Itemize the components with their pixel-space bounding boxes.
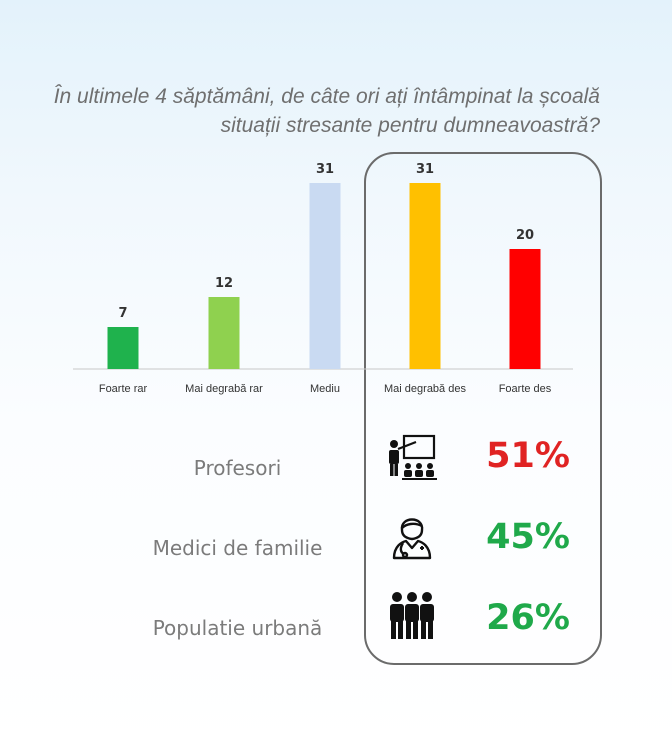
bar-mai-degraba-des [409,183,441,369]
bar-mediu [309,183,341,369]
stat-label-populatie-urbana: Populatie urbană [152,616,323,640]
data-label-foarte-des: 20 [516,228,534,243]
data-label-foarte-rar: 7 [118,306,127,321]
bar-mai-degraba-rar [208,297,240,369]
teacher-classroom-icon [389,434,437,480]
data-label-mai-degraba-des: 31 [416,162,434,177]
category-label-mai-degraba-des: Mai degrabă des [384,383,466,395]
stat-label-profesori: Profesori [193,456,282,480]
stat-value-medici-de-familie: 45% [486,517,570,557]
bar-foarte-des [509,249,541,369]
bar-foarte-rar [107,327,139,369]
female-doctor-icon [392,518,432,560]
stat-value-profesori: 51% [486,436,570,476]
stat-label-medici-de-familie: Medici de familie [152,536,323,560]
category-label-foarte-des: Foarte des [499,383,552,395]
category-label-foarte-rar: Foarte rar [99,383,148,395]
highlight-frame [364,152,602,665]
group-of-people-icon [390,592,434,639]
chart-title: În ultimele 4 săptămâni, de câte ori ați… [53,85,600,137]
bar-chart: 7 Foarte rar 12 Mai degrabă rar 31 Mediu 31 Mai… [73,162,573,395]
data-label-mai-degraba-rar: 12 [215,276,233,291]
data-label-mediu: 31 [316,162,334,177]
category-label-mediu: Mediu [310,383,340,395]
stat-value-populatie-urbana: 26% [486,598,570,638]
category-label-mai-degraba-rar: Mai degrabă rar [185,383,263,395]
